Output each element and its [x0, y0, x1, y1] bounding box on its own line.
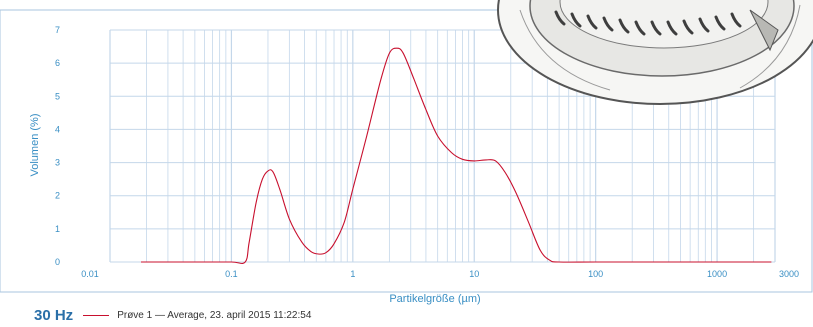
y-tick-label: 4 — [55, 124, 60, 134]
x-axis-title: Partikelgröße (µm) — [389, 293, 480, 305]
y-tick-label: 0 — [55, 257, 60, 267]
legend-footer: 30 Hz Prøve 1 — Average, 23. april 2015 … — [34, 306, 311, 324]
legend-label: Prøve 1 — Average, 23. april 2015 11:22:… — [117, 309, 312, 321]
y-tick-label: 6 — [55, 58, 60, 68]
frequency-label: 30 Hz — [34, 306, 74, 324]
x-tick-labels: 0.01 0.1 1 10 100 1000 3000 — [81, 269, 799, 279]
x-tick-label: 100 — [588, 269, 603, 279]
plot-frame — [0, 9, 813, 293]
y-tick-label: 1 — [55, 224, 60, 234]
y-tick-label: 2 — [55, 191, 60, 201]
y-axis-title: Volumen (%) — [29, 114, 41, 177]
series-lines — [141, 47, 772, 264]
legend-swatch — [83, 314, 110, 316]
x-tick-label: 1000 — [707, 269, 727, 279]
x-tick-label: 10 — [469, 269, 479, 279]
y-tick-labels: 0 1 2 3 4 5 6 7 — [55, 25, 60, 267]
y-tick-label: 5 — [55, 91, 60, 101]
series-line — [141, 47, 772, 264]
y-tick-label: 7 — [55, 25, 60, 35]
x-tick-label: 0.01 — [81, 269, 99, 279]
x-tick-label: 3000 — [779, 269, 799, 279]
vacuum-device-photo — [497, 0, 813, 105]
x-tick-label: 0.1 — [225, 269, 238, 279]
x-tick-label: 1 — [350, 269, 355, 279]
grid — [109, 29, 776, 263]
y-tick-label: 3 — [55, 158, 60, 168]
